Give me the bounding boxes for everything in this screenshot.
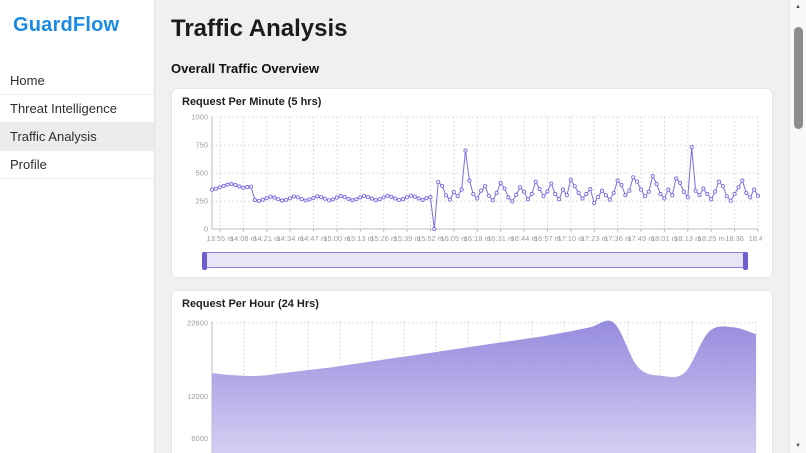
- range-slider[interactable]: [202, 252, 748, 270]
- svg-text:14:47 m: 14:47 m: [300, 234, 327, 243]
- svg-text:16:31 m: 16:31 m: [487, 234, 514, 243]
- svg-text:18:01 m: 18:01 m: [651, 234, 678, 243]
- rpm-line-chart-canvas[interactable]: 0 250 500 750 1000 13:55 m14:08 m14:21 m14:34…: [182, 111, 762, 247]
- svg-text:14:21 m: 14:21 m: [253, 234, 280, 243]
- sidebar-item-home[interactable]: Home: [0, 67, 154, 95]
- sidebar-item-profile[interactable]: Profile: [0, 151, 154, 179]
- main-content: Traffic Analysis Overall Traffic Overvie…: [155, 0, 789, 453]
- rpm-chart-title: Request Per Minute (5 hrs): [182, 96, 322, 108]
- svg-text:15:39 m: 15:39 m: [394, 234, 421, 243]
- rph-area-chart-canvas[interactable]: 22600 12000 6000: [182, 313, 762, 453]
- svg-text:16:05 m: 16:05 m: [440, 234, 467, 243]
- sidebar: GuardFlow Home Threat Intelligence Traff…: [0, 0, 155, 453]
- svg-text:17:10 m: 17:10 m: [557, 234, 584, 243]
- svg-text:16:18 m: 16:18 m: [464, 234, 491, 243]
- svg-text:18:47: 18:47: [749, 234, 762, 243]
- requests-per-minute-card: Request Per Minute (5 hrs) 0 250 500 750 100…: [171, 88, 773, 278]
- svg-text:14:08 m: 14:08 m: [230, 234, 257, 243]
- sidebar-item-traffic-analysis[interactable]: Traffic Analysis: [0, 123, 154, 151]
- svg-text:15:26 m: 15:26 m: [370, 234, 397, 243]
- svg-text:16:44 m: 16:44 m: [511, 234, 538, 243]
- svg-text:18:13 m: 18:13 m: [674, 234, 701, 243]
- svg-text:6000: 6000: [191, 434, 208, 443]
- sidebar-nav: Home Threat Intelligence Traffic Analysi…: [0, 67, 154, 179]
- svg-text:18:36: 18:36: [725, 234, 744, 243]
- svg-text:18:25 m: 18:25 m: [698, 234, 725, 243]
- section-title: Overall Traffic Overview: [171, 61, 320, 76]
- range-slider-right-handle[interactable]: [743, 252, 748, 270]
- svg-text:1000: 1000: [191, 113, 208, 122]
- svg-text:14:34 m: 14:34 m: [277, 234, 304, 243]
- svg-text:0: 0: [204, 225, 208, 234]
- svg-text:750: 750: [195, 141, 208, 150]
- range-slider-left-handle[interactable]: [202, 252, 207, 270]
- svg-text:16:57 m: 16:57 m: [534, 234, 561, 243]
- sidebar-item-threat-intelligence[interactable]: Threat Intelligence: [0, 95, 154, 123]
- svg-text:13:55 m: 13:55 m: [206, 234, 233, 243]
- scroll-down-icon[interactable]: ▼: [795, 443, 801, 449]
- svg-text:22600: 22600: [187, 319, 208, 328]
- rph-chart-title: Request Per Hour (24 Hrs): [182, 298, 319, 310]
- svg-text:17:49 m: 17:49 m: [627, 234, 654, 243]
- svg-text:12000: 12000: [187, 392, 208, 401]
- browser-scrollbar[interactable]: ▲ ▼: [789, 0, 806, 453]
- svg-text:15:00 m: 15:00 m: [323, 234, 350, 243]
- scroll-up-icon[interactable]: ▲: [795, 4, 801, 10]
- app-logo: GuardFlow: [13, 14, 120, 36]
- requests-per-hour-card: Request Per Hour (24 Hrs) 22600 12000 6000: [171, 290, 773, 453]
- svg-text:15:13 m: 15:13 m: [347, 234, 374, 243]
- svg-text:17:23 m: 17:23 m: [581, 234, 608, 243]
- page-title: Traffic Analysis: [171, 15, 348, 42]
- svg-text:15:52 m: 15:52 m: [417, 234, 444, 243]
- svg-text:500: 500: [195, 169, 208, 178]
- scrollbar-thumb[interactable]: [794, 27, 803, 129]
- svg-text:250: 250: [195, 197, 208, 206]
- svg-text:17:36 m: 17:36 m: [604, 234, 631, 243]
